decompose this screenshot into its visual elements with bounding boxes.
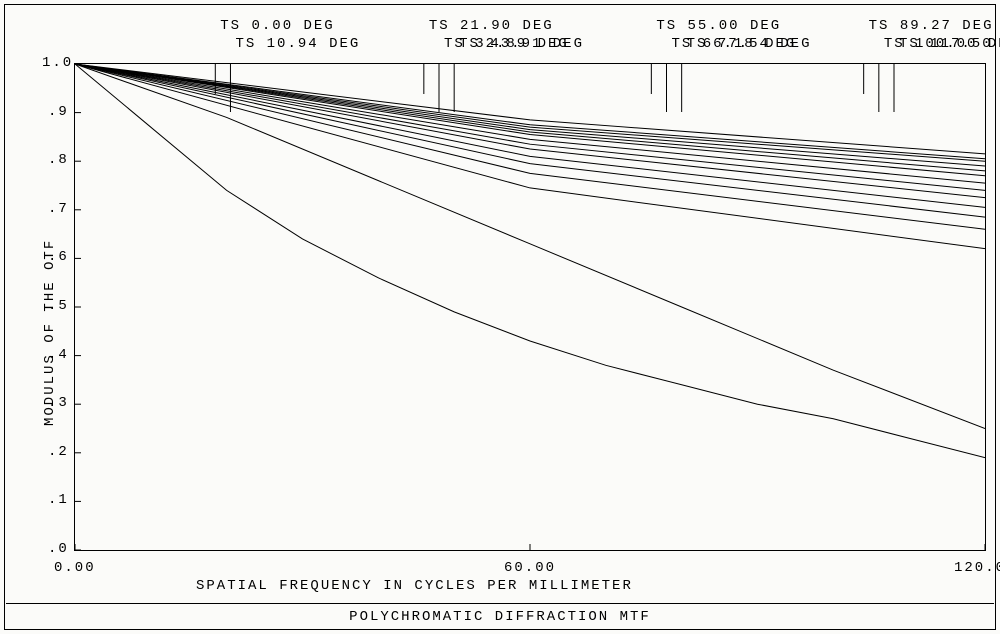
mtf-curve: [75, 64, 985, 229]
plot-area: [74, 63, 986, 551]
y-tick-label: .2: [48, 444, 69, 460]
y-tick-label: .6: [48, 249, 69, 265]
chart-frame: MODULUS OF THE OTF SPATIAL FREQUENCY IN …: [0, 0, 1000, 634]
x-tick-label: 0.00: [54, 560, 96, 576]
y-tick-label: .4: [48, 347, 69, 363]
y-tick-label: .0: [48, 541, 69, 557]
y-tick-label: .1: [48, 492, 69, 508]
legend-label: TS 117.50 DEG: [899, 36, 1000, 52]
legend-label: TS 0.00 DEG: [220, 18, 334, 34]
y-tick-label: 1.0: [42, 55, 73, 71]
y-tick-label: .8: [48, 152, 69, 168]
chart-caption: POLYCHROMATIC DIFFRACTION MTF: [349, 609, 651, 625]
mtf-curve: [75, 64, 985, 154]
y-tick-label: .5: [48, 298, 69, 314]
x-axis-label: SPATIAL FREQUENCY IN CYCLES PER MILLIMET…: [196, 578, 633, 594]
x-tick-label: 60.00: [504, 560, 556, 576]
mtf-curve: [75, 64, 985, 429]
legend-label: TS 55.00 DEG: [656, 18, 781, 34]
mtf-curve: [75, 64, 985, 458]
y-tick-label: .7: [48, 201, 69, 217]
caption-band: POLYCHROMATIC DIFFRACTION MTF: [6, 603, 994, 630]
legend-label: TS 43.91 DEG: [459, 36, 584, 52]
legend-label: TS 89.27 DEG: [869, 18, 994, 34]
plot-svg: [75, 64, 985, 550]
y-tick-label: .3: [48, 395, 69, 411]
y-tick-label: .9: [48, 104, 69, 120]
legend-label: TS 10.94 DEG: [235, 36, 360, 52]
legend-label: TS 21.90 DEG: [429, 18, 554, 34]
x-tick-label: 120.00: [954, 560, 1000, 576]
legend-label: TS 77.54 DEG: [687, 36, 812, 52]
